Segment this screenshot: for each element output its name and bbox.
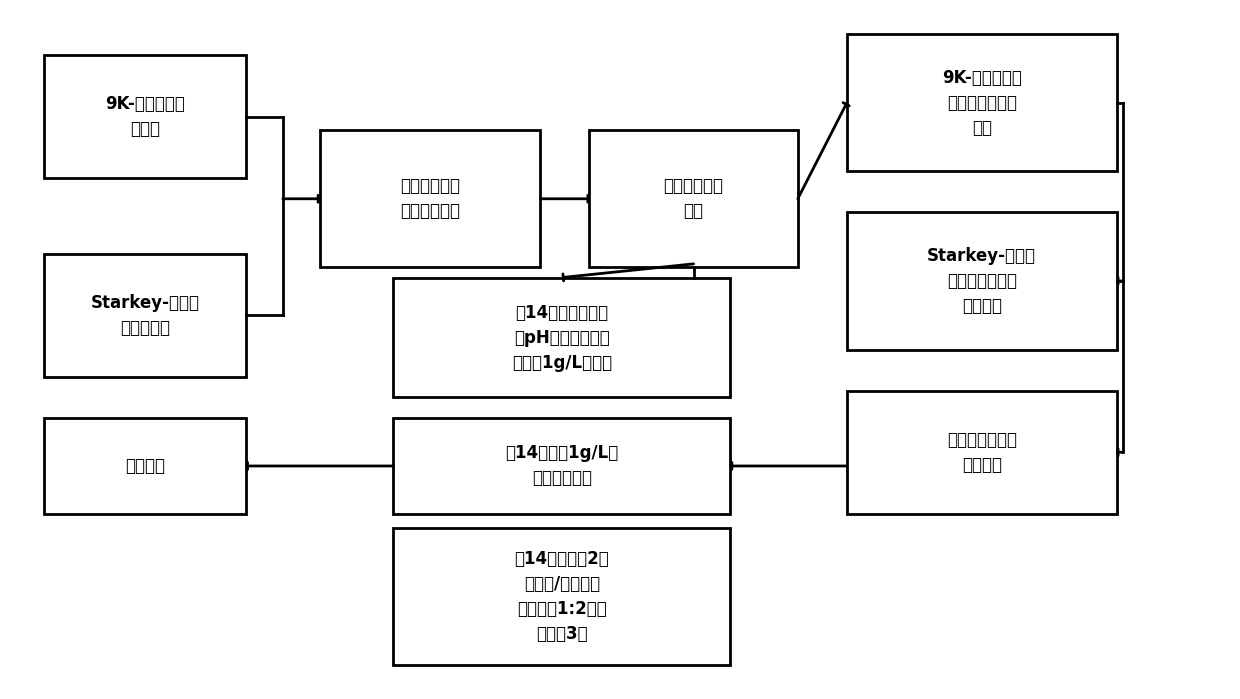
FancyBboxPatch shape	[847, 212, 1116, 350]
FancyBboxPatch shape	[320, 130, 541, 267]
Text: 第14天加入1g/L的
亚铁和铁离子: 第14天加入1g/L的 亚铁和铁离子	[505, 445, 619, 487]
FancyBboxPatch shape	[847, 34, 1116, 171]
FancyBboxPatch shape	[393, 528, 730, 665]
Text: 高速离心收集
菌体: 高速离心收集 菌体	[663, 178, 724, 220]
FancyBboxPatch shape	[43, 418, 246, 514]
Text: 第14天起，维持恒
定pH弱化铁矾钝化
，加入1g/L单质硫: 第14天起，维持恒 定pH弱化铁矾钝化 ，加入1g/L单质硫	[512, 303, 611, 371]
FancyBboxPatch shape	[847, 391, 1116, 514]
Text: 9K-培养基培养
铁氧化: 9K-培养基培养 铁氧化	[105, 95, 185, 138]
Text: 第14天起，每2天
补加铁/硫氧化菌
种细胞（1:2比例
），共3次: 第14天起，每2天 补加铁/硫氧化菌 种细胞（1:2比例 ），共3次	[515, 549, 609, 642]
FancyBboxPatch shape	[393, 278, 730, 398]
FancyBboxPatch shape	[43, 254, 246, 377]
FancyBboxPatch shape	[43, 55, 246, 178]
Text: Starkey-基础培
养基洗涤细胞，
离心收集: Starkey-基础培 养基洗涤细胞， 离心收集	[928, 247, 1037, 315]
Text: 接种到黄铜矿复
合培养基: 接种到黄铜矿复 合培养基	[946, 431, 1017, 474]
Text: 9K-基础培养基
洗涤细胞，离心
收集: 9K-基础培养基 洗涤细胞，离心 收集	[941, 69, 1022, 137]
Text: 浸出结束: 浸出结束	[125, 457, 165, 475]
FancyBboxPatch shape	[589, 130, 797, 267]
FancyBboxPatch shape	[393, 418, 730, 514]
Text: Starkey-培养基
硫氧化菌种: Starkey-培养基 硫氧化菌种	[91, 294, 200, 337]
Text: 低速除去未利
用铁矾和硫渣: 低速除去未利 用铁矾和硫渣	[401, 178, 460, 220]
